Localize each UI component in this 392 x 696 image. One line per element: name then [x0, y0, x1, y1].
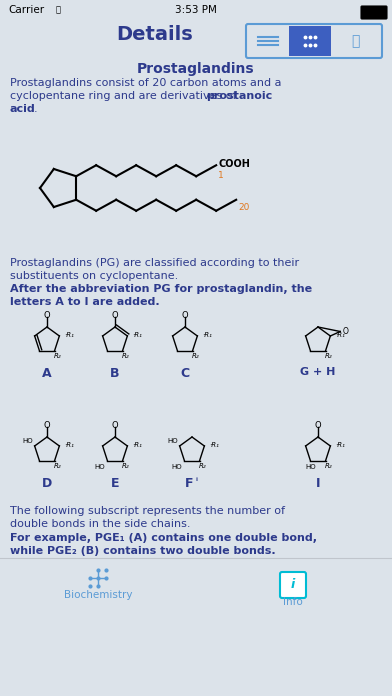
- Text: 20: 20: [238, 203, 250, 212]
- Text: i: i: [291, 578, 295, 592]
- Text: R₂: R₂: [54, 463, 62, 469]
- Text: 3:53 PM: 3:53 PM: [175, 5, 217, 15]
- Text: ·R₁: ·R₁: [132, 332, 142, 338]
- Text: R₂: R₂: [192, 353, 200, 359]
- Text: O: O: [112, 420, 118, 429]
- Text: ·R₁: ·R₁: [202, 332, 212, 338]
- Text: 📶: 📶: [56, 5, 61, 14]
- Text: .: .: [34, 104, 38, 114]
- Text: R₂: R₂: [122, 353, 129, 359]
- Text: O: O: [342, 327, 348, 336]
- Text: Carrier: Carrier: [8, 5, 44, 15]
- Text: HO: HO: [305, 464, 316, 470]
- Text: ·R₁: ·R₁: [132, 442, 142, 448]
- Text: ·R₁: ·R₁: [335, 332, 345, 338]
- Text: ·R₁: ·R₁: [209, 442, 219, 448]
- Text: R₂: R₂: [325, 463, 332, 469]
- Text: I: I: [316, 477, 320, 490]
- Text: ·R₁: ·R₁: [64, 332, 74, 338]
- Text: A: A: [42, 367, 52, 380]
- Text: 🎓: 🎓: [351, 34, 359, 48]
- Text: 1: 1: [218, 171, 224, 180]
- FancyBboxPatch shape: [280, 572, 306, 598]
- Text: R₂: R₂: [122, 463, 129, 469]
- Text: O: O: [44, 420, 50, 429]
- Text: F: F: [185, 477, 193, 490]
- Text: D: D: [42, 477, 52, 490]
- Text: O: O: [315, 420, 321, 429]
- Text: R₂: R₂: [54, 353, 62, 359]
- Text: Details: Details: [117, 25, 193, 44]
- Text: G + H: G + H: [300, 367, 336, 377]
- Text: COOH: COOH: [218, 159, 250, 169]
- Text: acid: acid: [10, 104, 36, 114]
- Text: letters A to I are added.: letters A to I are added.: [10, 297, 160, 307]
- Text: while PGE₂ (B) contains two double bonds.: while PGE₂ (B) contains two double bonds…: [10, 546, 276, 556]
- Text: HO: HO: [167, 438, 178, 444]
- Text: prostanoic: prostanoic: [206, 91, 272, 101]
- Text: R₂: R₂: [199, 463, 207, 469]
- Text: HO: HO: [172, 464, 182, 470]
- Text: HO: HO: [22, 438, 33, 444]
- FancyBboxPatch shape: [246, 24, 382, 58]
- Text: For example, PGE₁ (A) contains one double bond,: For example, PGE₁ (A) contains one doubl…: [10, 533, 317, 543]
- Text: Biochemistry: Biochemistry: [64, 590, 132, 600]
- Text: O: O: [44, 310, 50, 319]
- Text: ·R₁: ·R₁: [335, 442, 345, 448]
- Text: O: O: [112, 310, 118, 319]
- Text: E: E: [111, 477, 119, 490]
- Text: R₂: R₂: [325, 353, 332, 359]
- FancyBboxPatch shape: [361, 6, 387, 19]
- Text: double bonds in the side chains.: double bonds in the side chains.: [10, 519, 191, 529]
- Text: Prostaglandins consist of 20 carbon atoms and a: Prostaglandins consist of 20 carbon atom…: [10, 78, 281, 88]
- Text: B: B: [110, 367, 120, 380]
- Text: Prostaglandins: Prostaglandins: [137, 62, 255, 76]
- Text: The following subscript represents the number of: The following subscript represents the n…: [10, 506, 285, 516]
- Text: O: O: [181, 310, 188, 319]
- Text: ᵢᵢ: ᵢᵢ: [196, 474, 199, 483]
- Text: substituents on cyclopentane.: substituents on cyclopentane.: [10, 271, 178, 281]
- Text: Info: Info: [283, 597, 303, 607]
- Text: Prostaglandins (PG) are classified according to their: Prostaglandins (PG) are classified accor…: [10, 258, 299, 268]
- Text: C: C: [180, 367, 190, 380]
- Text: After the abbreviation PG for prostaglandin, the: After the abbreviation PG for prostaglan…: [10, 284, 312, 294]
- Text: HO: HO: [95, 464, 105, 470]
- Bar: [289, 26, 331, 56]
- Text: cyclopentane ring and are derivatives of: cyclopentane ring and are derivatives of: [10, 91, 240, 101]
- Text: ·R₁: ·R₁: [64, 442, 74, 448]
